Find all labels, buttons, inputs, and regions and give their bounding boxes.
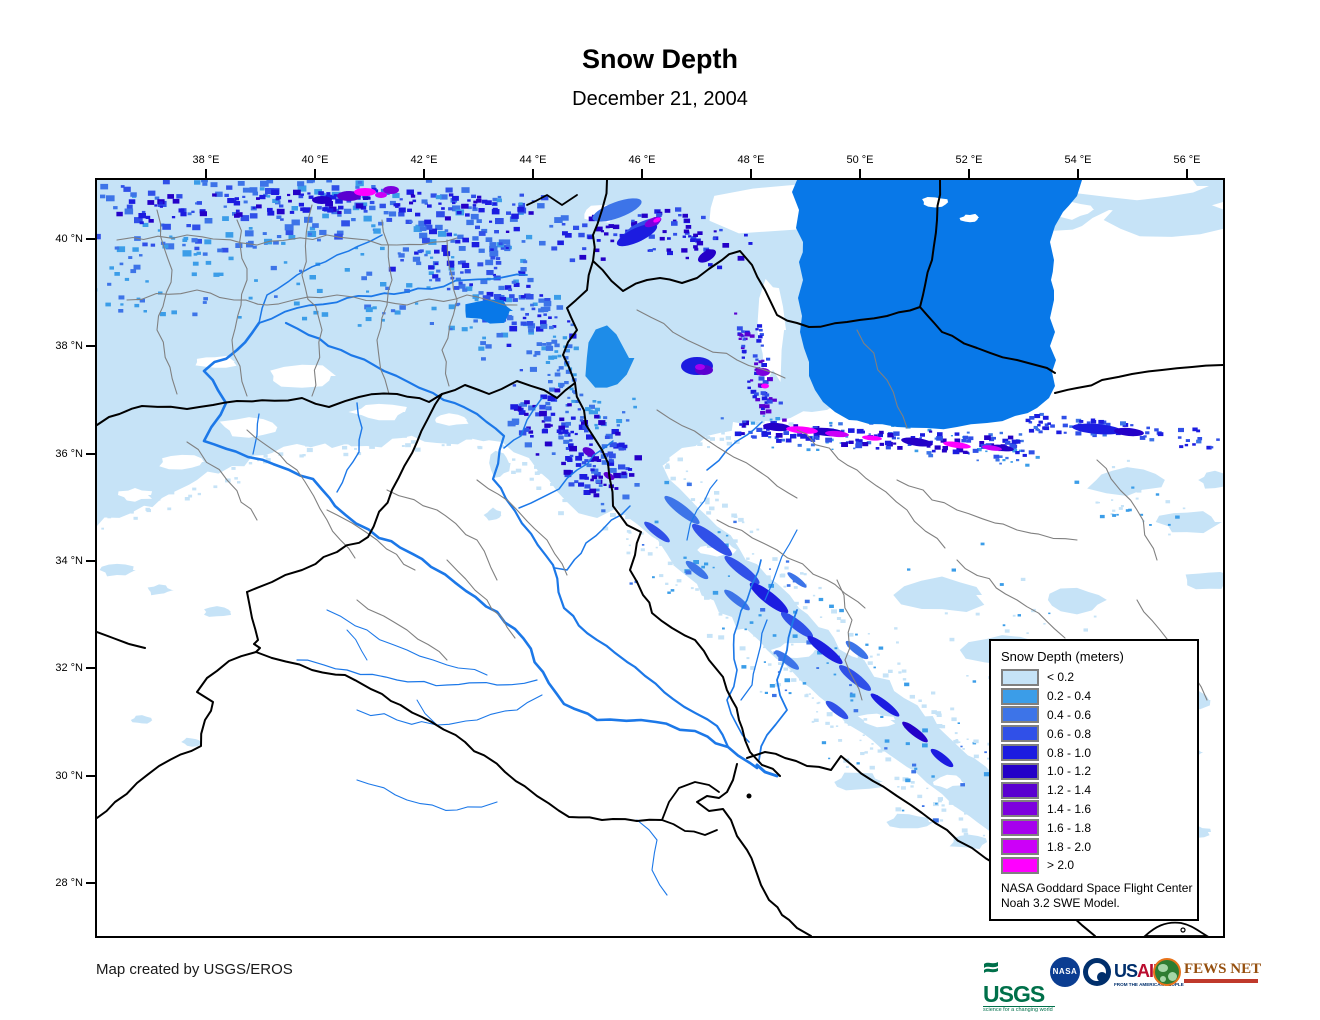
map-frame: 38 °E 40 °E 42 °E 44 °E 46 °E 48 °E 50 °E 52 °E… xyxy=(55,154,1225,938)
lon-tick xyxy=(750,169,752,178)
snow-depth-map[interactable] xyxy=(97,180,1223,936)
lon-tick xyxy=(1186,169,1188,178)
lon-tick-label: 50 °E xyxy=(846,154,874,166)
lat-tick xyxy=(86,667,95,670)
nasa-wordmark: NASA xyxy=(1052,967,1078,976)
lon-tick-label: 44 °E xyxy=(519,154,547,166)
usgs-wave-icon xyxy=(983,960,999,983)
lon-tick xyxy=(641,169,643,178)
page-subtitle: December 21, 2004 xyxy=(572,88,748,110)
lon-tick xyxy=(423,169,425,178)
legend-title: Snow Depth (meters) xyxy=(1001,649,1124,664)
legend-row: 1.4 - 1.6 xyxy=(991,800,1197,819)
legend: Snow Depth (meters) < 0.2 0.2 - 0.4 0.4 - … xyxy=(989,639,1199,921)
legend-row: 0.8 - 1.0 xyxy=(991,743,1197,762)
legend-label: 0.8 - 1.0 xyxy=(1047,745,1092,760)
lon-tick-label: 48 °E xyxy=(737,154,765,166)
legend-note-line1: NASA Goddard Space Flight Center xyxy=(1001,880,1193,895)
legend-swatch xyxy=(1001,762,1039,780)
nasa-logo-icon: NASA xyxy=(1050,957,1080,987)
legend-row: 0.4 - 0.6 xyxy=(991,706,1197,725)
legend-label: 1.4 - 1.6 xyxy=(1047,801,1092,816)
legend-swatch xyxy=(1001,781,1039,799)
legend-label: 0.4 - 0.6 xyxy=(1047,707,1092,722)
lat-tick xyxy=(86,345,95,348)
lat-tick-label: 32 °N xyxy=(55,662,83,675)
lat-tick-label: 36 °N xyxy=(55,447,83,460)
legend-swatch xyxy=(1001,706,1039,724)
legend-label: 1.2 - 1.4 xyxy=(1047,783,1092,798)
lon-tick-label: 40 °E xyxy=(301,154,329,166)
usgs-wordmark: USGS xyxy=(983,981,1045,1007)
legend-swatch xyxy=(1001,856,1039,874)
legend-row: 0.6 - 0.8 xyxy=(991,724,1197,743)
usaid-tagline: FROM THE AMERICAN PEOPLE xyxy=(1114,982,1184,987)
legend-label: < 0.2 xyxy=(1047,670,1075,685)
legend-swatch xyxy=(1001,668,1039,686)
usaid-seal-icon xyxy=(1083,958,1111,986)
lon-tick-label: 54 °E xyxy=(1064,154,1092,166)
lon-tick-label: 52 °E xyxy=(955,154,983,166)
lat-tick-label: 34 °N xyxy=(55,554,83,567)
lon-tick xyxy=(968,169,970,178)
lat-tick xyxy=(86,881,95,884)
lat-tick xyxy=(86,559,95,562)
lat-tick xyxy=(86,238,95,240)
lon-tick-label: 46 °E xyxy=(628,154,656,166)
lat-tick-label: 28 °N xyxy=(55,876,83,889)
map-credit: Map created by USGS/EROS xyxy=(96,961,293,978)
fewsnet-wordmark: FEWS NET xyxy=(1184,961,1261,983)
lat-tick-label: 40 °N xyxy=(55,233,83,245)
legend-swatch xyxy=(1001,800,1039,818)
lat-tick xyxy=(86,452,95,455)
legend-swatch xyxy=(1001,819,1039,837)
legend-label: 0.6 - 0.8 xyxy=(1047,726,1092,741)
lat-tick xyxy=(86,774,95,777)
legend-row: 1.6 - 1.8 xyxy=(991,818,1197,837)
fewsnet-globe-icon xyxy=(1153,958,1181,986)
legend-label: > 2.0 xyxy=(1047,858,1075,873)
legend-swatch xyxy=(1001,838,1039,856)
legend-row: 1.8 - 2.0 xyxy=(991,837,1197,856)
page-title: Snow Depth xyxy=(582,44,738,74)
lon-tick xyxy=(314,169,316,178)
lat-tick-label: 30 °N xyxy=(55,769,83,782)
legend-label: 1.0 - 1.2 xyxy=(1047,764,1092,779)
legend-row: 0.2 - 0.4 xyxy=(991,687,1197,706)
lon-tick-label: 56 °E xyxy=(1173,154,1201,166)
legend-swatch xyxy=(1001,725,1039,743)
legend-label: 0.2 - 0.4 xyxy=(1047,689,1092,704)
usgs-logo: USGS science for a changing world xyxy=(983,958,1055,1013)
lon-tick xyxy=(205,169,207,178)
legend-swatch xyxy=(1001,687,1039,705)
legend-swatch xyxy=(1001,744,1039,762)
legend-label: 1.8 - 2.0 xyxy=(1047,839,1092,854)
legend-row: 1.0 - 1.2 xyxy=(991,762,1197,781)
legend-label: 1.6 - 1.8 xyxy=(1047,820,1092,835)
fewsnet-bar xyxy=(1184,979,1258,983)
lat-tick-label: 38 °N xyxy=(55,340,83,353)
legend-note-line2: Noah 3.2 SWE Model. xyxy=(1001,895,1120,910)
legend-row: < 0.2 xyxy=(991,668,1197,687)
lon-tick xyxy=(532,169,534,178)
legend-row: > 2.0 xyxy=(991,856,1197,875)
usgs-tagline: science for a changing world xyxy=(983,1006,1055,1013)
legend-row: 1.2 - 1.4 xyxy=(991,781,1197,800)
lon-tick-label: 42 °E xyxy=(410,154,438,166)
lon-tick xyxy=(1077,169,1079,178)
lon-tick-label: 38 °E xyxy=(192,154,220,166)
lon-tick xyxy=(859,169,861,178)
